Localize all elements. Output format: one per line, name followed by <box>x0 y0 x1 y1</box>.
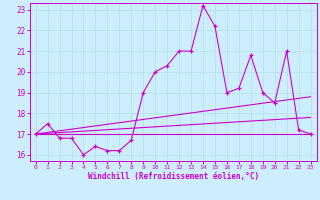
X-axis label: Windchill (Refroidissement éolien,°C): Windchill (Refroidissement éolien,°C) <box>88 172 259 181</box>
